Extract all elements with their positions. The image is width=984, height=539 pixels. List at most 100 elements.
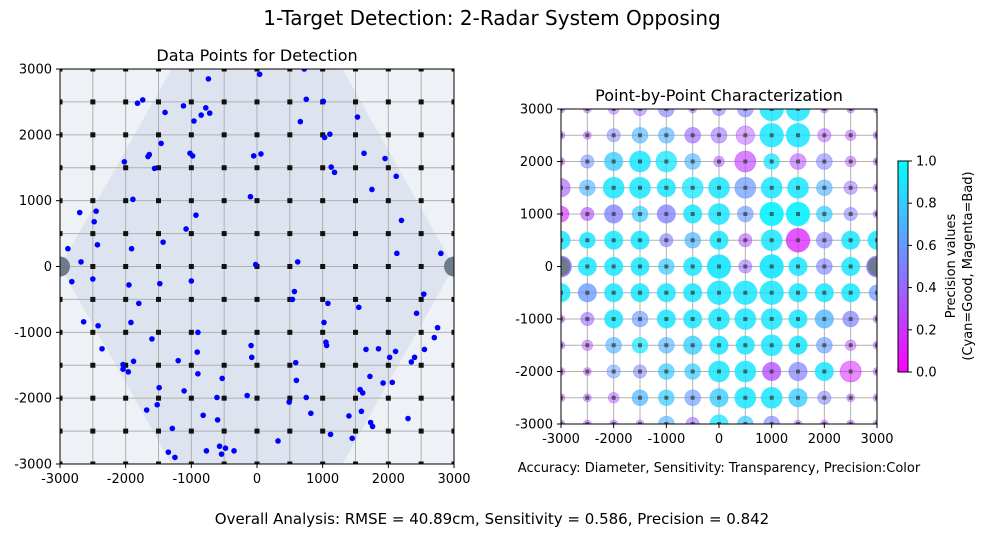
grid-node-marker [638,395,642,400]
detection-point [244,392,250,399]
detection-point [291,288,298,295]
grid-node-marker [769,133,774,138]
grid-node-marker [451,231,454,237]
radar-marker [561,257,570,276]
detection-point [80,319,87,325]
grid-node-marker [353,329,358,335]
grid-node-marker [717,109,721,111]
grid-node-marker [638,290,642,295]
detection-point [78,259,84,265]
grid-node-marker [769,212,774,216]
detection-point [191,118,197,124]
grid-node-marker [664,422,669,424]
detection-point [320,98,327,105]
detection-point [202,105,209,111]
grid-node-marker [287,395,293,401]
detection-point [321,319,327,326]
grid-node-marker [385,165,391,171]
detection-point [413,310,420,317]
characterization-x-label: Accuracy: Diameter, Sensitivity: Transpa… [518,461,921,476]
grid-node-marker [585,317,590,321]
grid-node-marker [418,231,424,237]
detection-point [382,155,388,162]
grid-node-marker [769,317,774,321]
grid-node-marker [188,198,194,204]
detection-y-axis: 3000 2000 1000 0 -1000 -2000 -3000 [14,63,60,473]
detection-point [248,354,255,361]
detection-point [198,112,204,118]
grid-node-marker [743,395,748,400]
grid-node-marker [717,133,721,138]
y-tick-label: -1000 [14,326,52,341]
grid-node-marker [875,343,877,348]
radar-markers [60,256,454,277]
grid-node-marker [769,290,774,295]
grid-node-marker [287,461,293,464]
grid-node-marker [638,212,642,216]
detection-point [369,186,375,193]
grid-node-marker [221,231,227,237]
grid-node-marker [60,395,63,401]
detection-point [160,239,166,245]
grid-node-marker [123,99,129,105]
y-tick-label: 3000 [520,103,553,118]
grid-node-marker [254,99,260,105]
detection-point [256,71,263,78]
detection-point [303,96,310,103]
grid-node-marker [451,99,454,105]
detection-point [421,346,428,353]
radar-marker [444,256,454,277]
grid-node-marker [611,109,616,111]
grid-node-marker [188,99,194,105]
grid-node-marker [90,165,96,171]
grid-node-marker [875,133,877,138]
grid-node-marker [60,296,63,302]
detection-point [398,217,405,224]
detection-point [231,448,237,454]
detection-point [121,159,128,165]
grid-node-marker [123,395,129,401]
detection-point [258,151,264,157]
grid-node-marker [418,428,424,434]
detection-point [130,358,137,365]
grid-node-marker [353,264,358,269]
grid-node-marker [123,165,129,171]
grid-node-marker [320,264,326,269]
grid-node-marker [875,317,877,321]
x-tick-label: 2000 [808,432,841,447]
characterization-circle [658,415,675,424]
detection-point [183,226,189,232]
detection-point [125,369,132,375]
grid-node-marker [848,317,853,321]
grid-node-marker [743,185,748,190]
grid-node-marker [638,343,642,348]
grid-node-marker [848,133,853,138]
grid-node-marker [561,109,563,111]
y-tick-label: 0 [44,260,52,275]
detection-point [247,193,254,200]
detection-point [328,164,335,170]
x-tick-label: -2000 [595,432,633,447]
detection-point [411,354,418,361]
y-tick-label: 3000 [19,63,52,78]
detection-point [195,329,201,336]
grid-node-marker [875,422,877,424]
colorbar-label-line2: (Cyan=Good, Magenta=Bad) [961,171,976,360]
grid-node-marker [123,69,129,72]
grid-node-marker [60,132,63,138]
x-tick-label: 3000 [860,432,893,447]
detection-point [93,208,99,214]
grid-node-marker [769,395,774,400]
grid-node-marker [353,69,358,72]
x-tick-label: -2000 [107,472,145,487]
grid-node-marker [254,198,260,204]
grid-node-marker [287,198,293,204]
grid-node-marker [254,132,260,138]
detection-point [218,451,225,457]
grid-node-marker [638,109,642,111]
detection-point [136,300,142,307]
grid-node-marker [848,159,853,164]
grid-node-marker [611,369,616,374]
detection-point [375,345,382,352]
grid-node-marker [156,461,161,464]
